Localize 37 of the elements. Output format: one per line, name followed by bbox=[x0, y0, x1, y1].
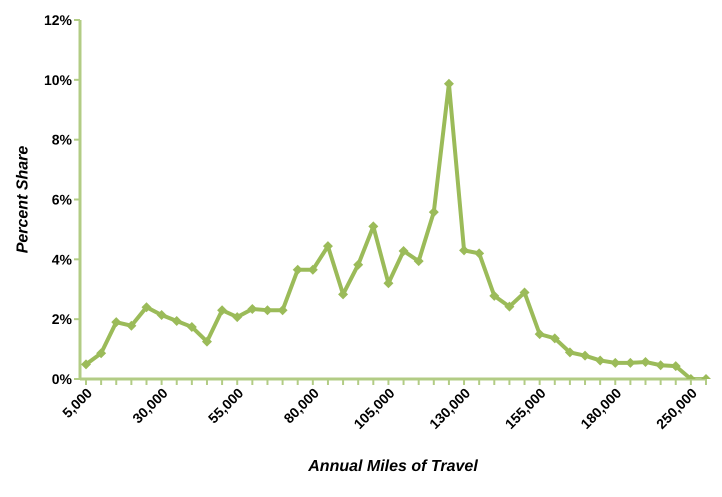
y-tick-label: 2% bbox=[52, 311, 73, 328]
y-tick-label: 8% bbox=[52, 132, 73, 148]
point bbox=[489, 290, 500, 301]
point bbox=[353, 260, 364, 270]
point bbox=[580, 350, 590, 361]
point bbox=[534, 329, 545, 340]
point bbox=[232, 312, 242, 322]
point bbox=[247, 304, 258, 314]
y-tick-label: 0% bbox=[52, 370, 73, 387]
x-axis-title: Annual Miles of Travel bbox=[307, 458, 478, 475]
point bbox=[156, 310, 167, 320]
point bbox=[670, 361, 681, 372]
point bbox=[428, 207, 439, 218]
point bbox=[186, 322, 197, 332]
point bbox=[504, 302, 514, 312]
point bbox=[126, 320, 136, 331]
point bbox=[550, 333, 560, 344]
point bbox=[141, 302, 152, 312]
y-tick-label: 4% bbox=[52, 251, 73, 268]
point bbox=[217, 305, 228, 316]
point bbox=[262, 305, 272, 316]
y-tick-label: 12% bbox=[44, 12, 73, 28]
y-tick-label: 10% bbox=[44, 72, 73, 88]
y-tick-label: 6% bbox=[52, 191, 73, 208]
point bbox=[474, 248, 484, 258]
point bbox=[640, 356, 651, 367]
point bbox=[96, 348, 106, 358]
point bbox=[172, 316, 182, 326]
point bbox=[81, 359, 91, 370]
point bbox=[414, 256, 424, 266]
point bbox=[520, 288, 530, 298]
y-axis-title: Percent Share bbox=[14, 146, 32, 254]
point bbox=[564, 347, 575, 358]
point bbox=[111, 317, 122, 328]
point bbox=[398, 246, 409, 256]
point bbox=[202, 336, 212, 347]
point bbox=[595, 355, 606, 366]
